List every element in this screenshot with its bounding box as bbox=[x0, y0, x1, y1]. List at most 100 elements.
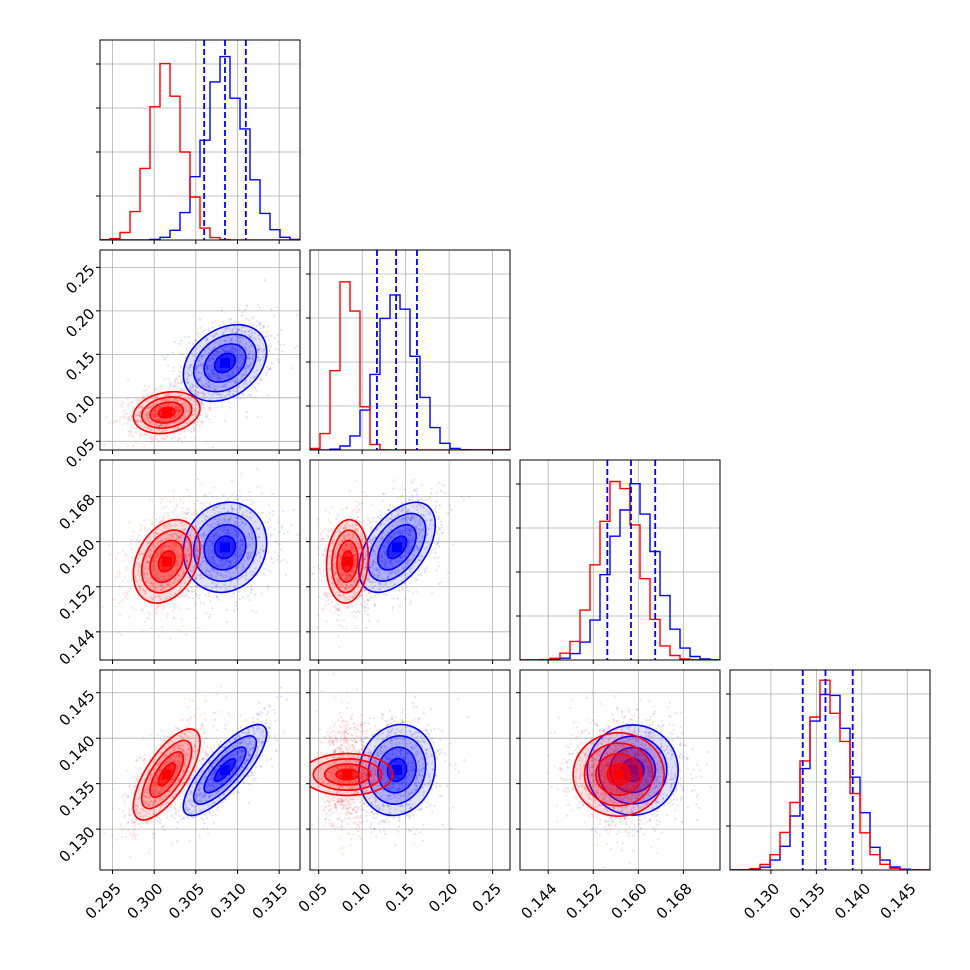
scatter-point bbox=[144, 620, 147, 623]
scatter-point bbox=[184, 410, 188, 413]
scatter-point bbox=[152, 413, 155, 416]
scatter-point bbox=[173, 416, 177, 419]
scatter-point bbox=[177, 394, 180, 397]
scatter-point bbox=[196, 420, 199, 423]
scatter-point bbox=[440, 523, 443, 527]
scatter-point bbox=[239, 505, 242, 508]
scatter-point bbox=[152, 415, 155, 418]
scatter-point bbox=[207, 558, 210, 561]
scatter-point bbox=[158, 386, 161, 389]
scatter-point bbox=[411, 592, 415, 595]
scatter-point bbox=[211, 357, 214, 360]
scatter-point bbox=[235, 508, 238, 511]
scatter-point bbox=[192, 400, 195, 403]
scatter-point bbox=[262, 356, 265, 359]
scatter-point bbox=[235, 516, 238, 520]
scatter-point bbox=[201, 513, 205, 516]
scatter-point bbox=[193, 576, 196, 579]
scatter-point bbox=[210, 514, 213, 517]
scatter-point bbox=[364, 626, 367, 629]
scatter-point bbox=[126, 418, 129, 421]
scatter-point bbox=[163, 437, 166, 440]
scatter-point bbox=[246, 557, 249, 560]
scatter-point bbox=[233, 554, 236, 557]
scatter-point bbox=[236, 356, 239, 359]
scatter-point bbox=[209, 524, 212, 527]
scatter-point bbox=[130, 401, 134, 405]
scatter-point bbox=[178, 410, 181, 413]
scatter-point bbox=[151, 428, 154, 431]
scatter-point bbox=[392, 506, 395, 509]
scatter-point bbox=[192, 417, 195, 421]
scatter-point bbox=[219, 572, 222, 575]
scatter-point bbox=[439, 581, 442, 584]
scatter-point bbox=[217, 535, 220, 538]
scatter-point bbox=[201, 384, 204, 387]
grid-lines bbox=[100, 460, 300, 660]
scatter-point bbox=[217, 558, 220, 561]
scatter-point bbox=[145, 416, 148, 419]
scatter-point bbox=[186, 371, 189, 374]
scatter-point bbox=[216, 372, 219, 375]
scatter-point bbox=[188, 406, 191, 409]
scatter-point bbox=[227, 565, 230, 569]
scatter-point bbox=[163, 424, 167, 427]
scatter-point bbox=[241, 311, 244, 314]
scatter-point bbox=[117, 602, 120, 605]
scatter-point bbox=[178, 578, 181, 581]
scatter-point bbox=[176, 425, 179, 428]
scatter-point bbox=[260, 592, 263, 595]
scatter-point bbox=[213, 340, 216, 344]
scatter-point bbox=[267, 345, 270, 348]
scatter-point bbox=[194, 577, 197, 580]
scatter-point bbox=[235, 560, 238, 563]
scatter-point bbox=[215, 534, 218, 537]
scatter-point bbox=[151, 412, 154, 415]
scatter-point bbox=[197, 377, 200, 380]
scatter-point bbox=[162, 355, 165, 358]
scatter-point bbox=[216, 374, 220, 377]
scatter-point bbox=[203, 406, 206, 409]
scatter-point bbox=[196, 332, 199, 335]
scatter-point bbox=[257, 551, 260, 554]
scatter-point bbox=[234, 520, 237, 523]
scatter-point bbox=[311, 481, 313, 483]
scatter-point bbox=[183, 415, 186, 418]
scatter-point bbox=[190, 383, 193, 386]
scatter-point bbox=[259, 555, 262, 559]
scatter-point bbox=[270, 535, 273, 538]
scatter-point bbox=[277, 521, 280, 524]
scatter-point bbox=[120, 403, 123, 407]
scatter-point bbox=[205, 415, 209, 418]
y-tick-label: 0.160 bbox=[55, 536, 98, 579]
scatter-point bbox=[228, 526, 231, 529]
scatter-point bbox=[167, 402, 170, 405]
scatter-point bbox=[157, 419, 160, 422]
scatter-point bbox=[224, 520, 227, 523]
scatter-point bbox=[208, 387, 212, 390]
scatter-point bbox=[201, 544, 204, 547]
scatter-point bbox=[234, 348, 237, 351]
scatter-point bbox=[230, 528, 233, 531]
scatter-point bbox=[191, 342, 195, 345]
scatter-point bbox=[224, 419, 227, 422]
scatter-point bbox=[435, 491, 438, 494]
scatter-point bbox=[249, 376, 252, 379]
scatter-point bbox=[243, 381, 246, 384]
scatter-point bbox=[230, 532, 233, 535]
scatter-point bbox=[244, 379, 247, 382]
scatter-point bbox=[175, 398, 179, 401]
scatter-point bbox=[186, 427, 189, 431]
scatter-point bbox=[157, 440, 160, 443]
scatter-point bbox=[208, 538, 211, 541]
scatter-point bbox=[154, 409, 157, 412]
scatter-point bbox=[293, 346, 296, 349]
scatter-point bbox=[103, 444, 107, 447]
scatter-point bbox=[254, 396, 257, 399]
scatter-point bbox=[437, 582, 441, 586]
scatter-point bbox=[224, 350, 228, 353]
scatter-point bbox=[186, 405, 189, 408]
scatter-point bbox=[195, 385, 198, 389]
scatter-point bbox=[238, 555, 241, 558]
scatter-point bbox=[170, 392, 173, 395]
